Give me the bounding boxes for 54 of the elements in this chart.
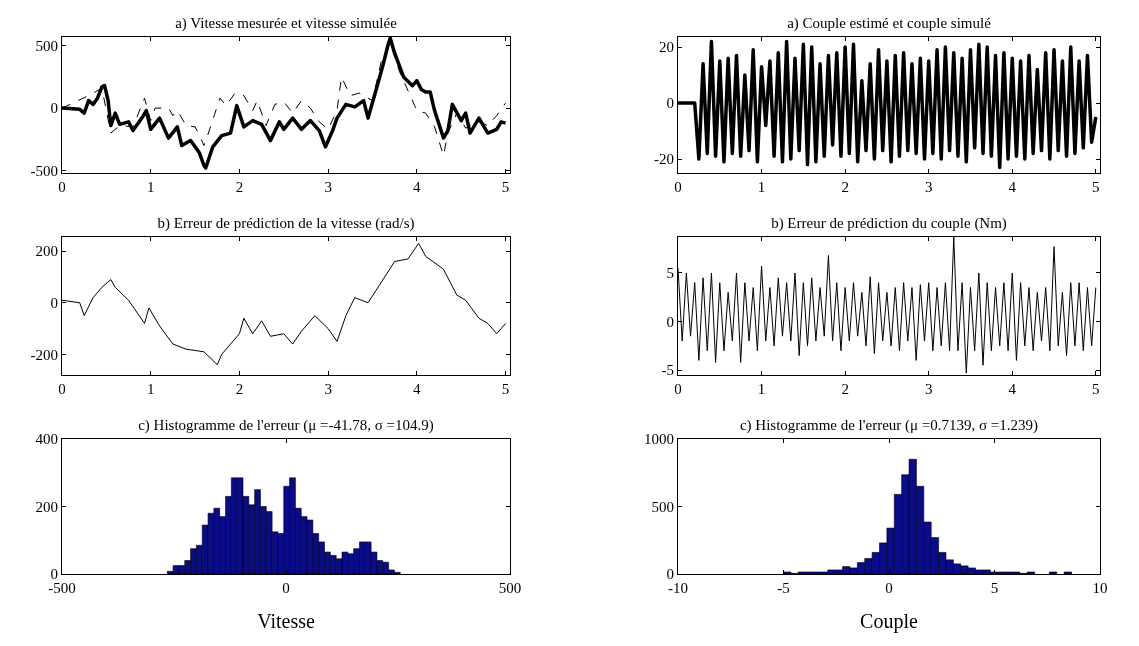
x-tick-label: 2 bbox=[841, 179, 849, 195]
x-tick-label: 2 bbox=[841, 381, 849, 397]
x-tick-label: 3 bbox=[324, 381, 332, 397]
y-tick-label: -5 bbox=[661, 362, 674, 379]
x-tick-label: 3 bbox=[924, 179, 933, 195]
x-tick-label: 3 bbox=[924, 381, 933, 397]
chart-title: a) Couple estimé et couple simulé bbox=[787, 15, 992, 33]
chart-title: c) Histogramme de l'erreur (μ =-41.78, σ =104.9) bbox=[138, 417, 434, 435]
y-tick-label: 200 bbox=[35, 243, 58, 260]
x-tick-label: 5 bbox=[1092, 179, 1100, 195]
x-tick-label: 4 bbox=[1008, 381, 1017, 397]
x-tick-label: 5 bbox=[501, 381, 510, 397]
x-tick-label: 1 bbox=[146, 179, 155, 195]
x-tick-label: 1 bbox=[146, 381, 155, 397]
y-tick-label: 0 bbox=[50, 100, 58, 117]
y-tick-label: 0 bbox=[50, 566, 58, 583]
x-tick-label: -10 bbox=[668, 580, 688, 596]
x-tick-label: 10 bbox=[1092, 580, 1108, 596]
x-axis-title: Vitesse bbox=[257, 609, 315, 632]
line-series bbox=[678, 237, 1097, 374]
y-tick-label: 200 bbox=[35, 498, 58, 515]
y-tick-label: -500 bbox=[30, 162, 58, 179]
x-tick-label: 4 bbox=[1008, 179, 1017, 195]
chart-title: b) Erreur de prédiction du couple (Nm) bbox=[771, 215, 1007, 233]
x-tick-label: 4 bbox=[413, 381, 422, 397]
x-tick-label: 2 bbox=[235, 179, 244, 195]
x-tick-label: 5 bbox=[1092, 381, 1100, 397]
x-tick-label: -5 bbox=[777, 580, 790, 596]
x-tick-label: 1 bbox=[757, 179, 766, 195]
x-tick-label: 2 bbox=[235, 381, 244, 397]
x-tick-label: 5 bbox=[501, 179, 510, 195]
y-tick-label: 20 bbox=[659, 39, 674, 56]
x-tick-label: 500 bbox=[498, 580, 522, 596]
y-tick-label: -200 bbox=[30, 346, 58, 363]
chart-title: c) Histogramme de l'erreur (μ =0.7139, σ =1.239) bbox=[739, 417, 1039, 435]
x-tick-label: 0 bbox=[885, 580, 893, 596]
y-tick-label: 500 bbox=[35, 37, 58, 54]
chart-title: b) Erreur de prédiction de la vitesse (rad/s) bbox=[157, 215, 415, 233]
x-tick-label: 5 bbox=[990, 580, 999, 596]
y-tick-label: 0 bbox=[666, 95, 674, 112]
y-tick-label: 500 bbox=[651, 498, 674, 515]
y-tick-label: 0 bbox=[666, 313, 674, 330]
y-tick-label: 1000 bbox=[644, 431, 674, 448]
y-tick-label: 0 bbox=[50, 295, 58, 312]
y-tick-label: 0 bbox=[666, 566, 674, 583]
x-tick-label: 3 bbox=[324, 179, 332, 195]
y-tick-label: -20 bbox=[654, 151, 674, 168]
x-tick-label: 1 bbox=[757, 381, 766, 397]
y-tick-label: 400 bbox=[35, 431, 58, 448]
x-tick-label: 4 bbox=[413, 179, 422, 195]
x-tick-label: 0 bbox=[282, 580, 290, 596]
y-tick-label: 5 bbox=[666, 265, 674, 282]
chart-title: a) Vitesse mesurée et vitesse simulée bbox=[175, 15, 398, 33]
x-axis-title: Couple bbox=[860, 609, 919, 633]
